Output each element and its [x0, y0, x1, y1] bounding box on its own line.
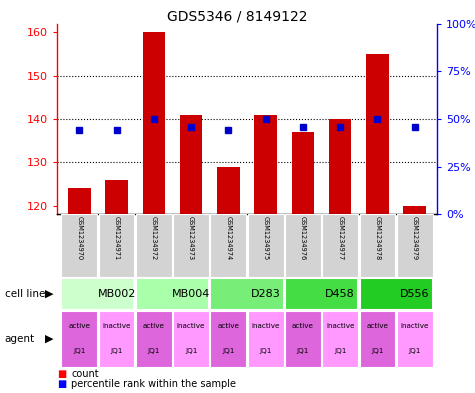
Text: D556: D556 [400, 289, 429, 299]
Text: GSM1234975: GSM1234975 [263, 216, 269, 260]
Text: active: active [366, 323, 389, 329]
Text: ■: ■ [57, 379, 66, 389]
Bar [105, 180, 128, 214]
Bar [285, 311, 321, 367]
Text: active: active [68, 323, 90, 329]
Bar [142, 32, 165, 214]
Text: D458: D458 [325, 289, 355, 299]
Text: JQ1: JQ1 [185, 349, 197, 354]
Text: GSM1234973: GSM1234973 [188, 216, 194, 260]
Bar [210, 214, 246, 277]
Text: count: count [71, 369, 99, 379]
Bar [61, 278, 134, 310]
Text: GDS5346 / 8149122: GDS5346 / 8149122 [167, 10, 308, 24]
Bar [248, 214, 284, 277]
Bar [255, 114, 277, 214]
Text: active: active [292, 323, 314, 329]
Text: inactive: inactive [251, 323, 280, 329]
Text: GSM1234976: GSM1234976 [300, 216, 306, 260]
Bar [397, 311, 433, 367]
Bar [360, 214, 395, 277]
Text: JQ1: JQ1 [222, 349, 235, 354]
Bar [210, 278, 284, 310]
Text: JQ1: JQ1 [371, 349, 384, 354]
Text: percentile rank within the sample: percentile rank within the sample [71, 379, 236, 389]
Text: inactive: inactive [177, 323, 205, 329]
Text: inactive: inactive [326, 323, 354, 329]
Bar [322, 214, 358, 277]
Text: GSM1234972: GSM1234972 [151, 216, 157, 260]
Text: JQ1: JQ1 [148, 349, 160, 354]
Text: JQ1: JQ1 [334, 349, 346, 354]
Bar [285, 214, 321, 277]
Bar [322, 311, 358, 367]
Bar [248, 311, 284, 367]
Bar [217, 167, 239, 214]
Bar [397, 214, 433, 277]
Bar [68, 188, 91, 214]
Bar [99, 311, 134, 367]
Text: GSM1234977: GSM1234977 [337, 216, 343, 260]
Bar [61, 214, 97, 277]
Text: JQ1: JQ1 [408, 349, 421, 354]
Bar [173, 214, 209, 277]
Bar [136, 278, 209, 310]
Bar [173, 311, 209, 367]
Text: ▶: ▶ [45, 289, 54, 299]
Text: GSM1234979: GSM1234979 [412, 216, 418, 260]
Text: GSM1234974: GSM1234974 [225, 216, 231, 260]
Bar [292, 132, 314, 214]
Bar [360, 311, 395, 367]
Bar [366, 54, 389, 214]
Bar [403, 206, 426, 214]
Text: JQ1: JQ1 [259, 349, 272, 354]
Bar [136, 214, 172, 277]
Text: agent: agent [5, 334, 35, 344]
Text: inactive: inactive [102, 323, 131, 329]
Text: cell line: cell line [5, 289, 45, 299]
Text: active: active [143, 323, 165, 329]
Bar [210, 311, 246, 367]
Text: GSM1234970: GSM1234970 [76, 216, 82, 260]
Text: GSM1234978: GSM1234978 [374, 216, 380, 260]
Text: ■: ■ [57, 369, 66, 379]
Text: JQ1: JQ1 [73, 349, 86, 354]
Bar [136, 311, 172, 367]
Bar [61, 311, 97, 367]
Text: active: active [218, 323, 239, 329]
Bar [180, 114, 202, 214]
Bar [360, 278, 433, 310]
Bar [285, 278, 358, 310]
Text: inactive: inactive [400, 323, 429, 329]
Text: D283: D283 [251, 289, 281, 299]
Text: ▶: ▶ [45, 334, 54, 344]
Text: GSM1234971: GSM1234971 [114, 216, 120, 260]
Bar [99, 214, 134, 277]
Text: JQ1: JQ1 [110, 349, 123, 354]
Text: JQ1: JQ1 [297, 349, 309, 354]
Bar [329, 119, 352, 214]
Text: MB002: MB002 [97, 289, 136, 299]
Text: MB004: MB004 [172, 289, 210, 299]
